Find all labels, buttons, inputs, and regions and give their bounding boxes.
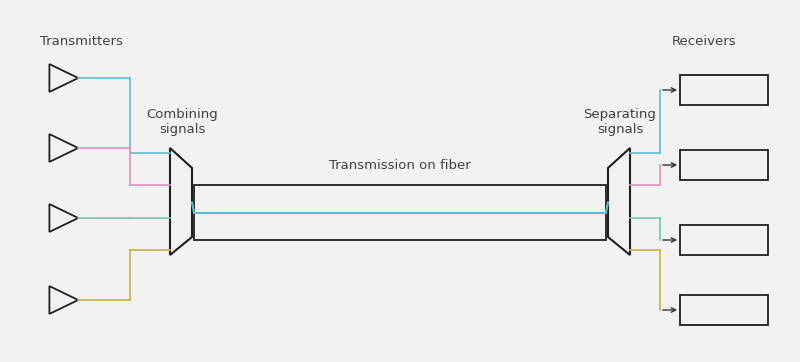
Text: Transmission on fiber: Transmission on fiber [329,159,471,172]
Bar [680,150,768,180]
Bar [680,75,768,105]
Text: Receivers: Receivers [672,35,737,48]
Bar [194,185,606,240]
Text: Separating
signals: Separating signals [583,108,657,136]
Text: Transmitters: Transmitters [40,35,123,48]
Bar [680,225,768,255]
Text: Combining
signals: Combining signals [146,108,218,136]
Bar [680,295,768,325]
